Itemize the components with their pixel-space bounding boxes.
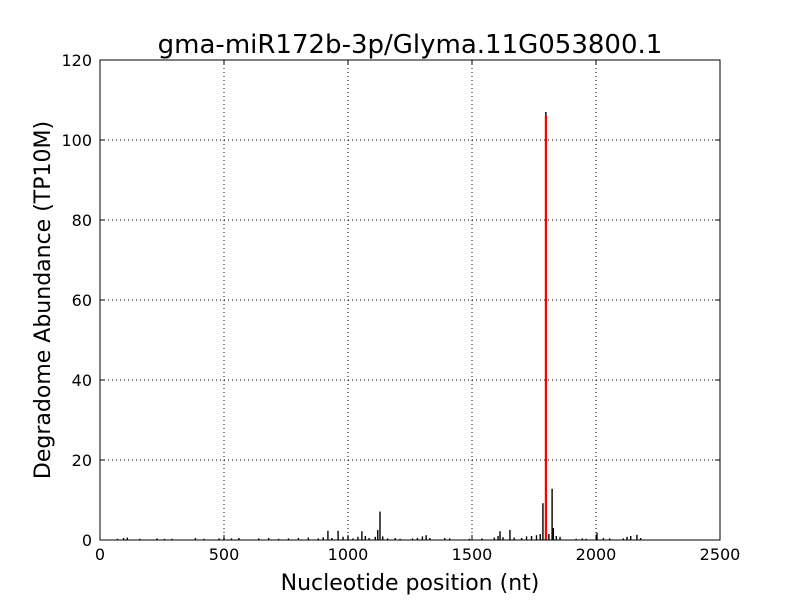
y-tick-label: 0: [82, 531, 92, 550]
y-tick-label: 20: [72, 451, 92, 470]
x-tick-label: 1000: [328, 545, 369, 564]
x-tick-label: 500: [209, 545, 240, 564]
chart-title: gma-miR172b-3p/Glyma.11G053800.1: [158, 30, 663, 60]
grid: [100, 60, 720, 540]
x-axis-label: Nucleotide position (nt): [281, 571, 540, 596]
y-tick-label: 120: [61, 51, 92, 70]
y-axis-label: Degradome Abundance (TP10M): [31, 121, 56, 479]
y-tick-label: 80: [72, 211, 92, 230]
x-tick-label: 2500: [700, 545, 741, 564]
x-tick-label: 0: [95, 545, 105, 564]
x-tick-label: 2000: [576, 545, 617, 564]
x-tick-label: 1500: [452, 545, 493, 564]
y-tick-label: 60: [72, 291, 92, 310]
y-tick-label: 40: [72, 371, 92, 390]
y-tick-label: 100: [61, 131, 92, 150]
ticks: 0 500 1000 1500 2000 2500 0 20 40 60 80 100 120: [61, 51, 740, 564]
